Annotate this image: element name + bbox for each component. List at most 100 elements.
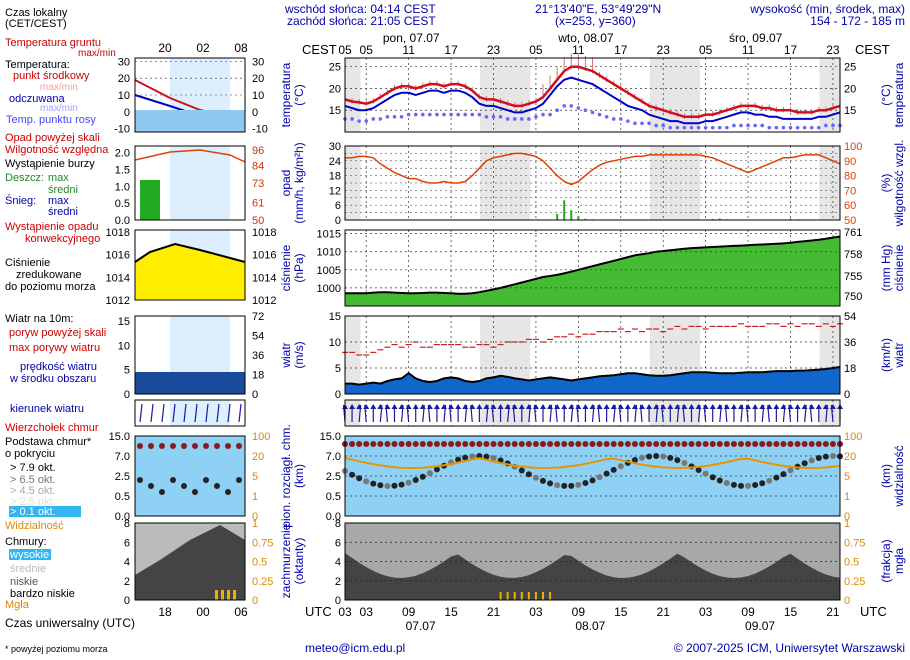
wind-arrowhead: [815, 404, 822, 409]
legend-felt: odczuwana: [9, 93, 66, 105]
y-tick-fog: 0: [844, 595, 850, 607]
legend-dir-arrow: [150, 403, 154, 423]
top-hour-tick: 05: [360, 43, 374, 57]
cloud-top-dot: [639, 441, 645, 447]
bottom-hour-tick: 21: [487, 605, 501, 619]
wind-arrowhead: [766, 404, 773, 409]
cloud-top-dot: [787, 441, 794, 447]
legend-cloud-base-dot: [170, 477, 176, 483]
legend-cloud-base-dot: [236, 477, 242, 483]
height-values: 154 - 172 - 185 m: [810, 14, 905, 28]
dewpoint-point: [795, 125, 800, 130]
legend-mid-point: punkt środkowy: [13, 70, 90, 82]
cloud-top-dot: [582, 441, 589, 447]
precip-axis-unit: (mm/h, kg/m²h): [292, 142, 306, 223]
cloud-base-dot: [540, 477, 546, 484]
cloud-base-dot: [349, 471, 356, 478]
wind-arrowhead: [518, 404, 525, 409]
dewpoint-point: [498, 114, 503, 119]
legend-border-wind: [134, 315, 246, 395]
bottom-day-label: 07.07: [406, 619, 436, 633]
legend-wind-speed: prędkość wiatru: [20, 361, 97, 373]
wind-arrowhead: [639, 404, 645, 409]
wind-arrowhead: [525, 404, 532, 409]
y-tick-humidity: 100: [844, 141, 862, 153]
top-hour-tick: 17: [784, 43, 798, 57]
legend-cover-tick: 8: [124, 518, 130, 530]
dewpoint-point: [767, 125, 772, 130]
y-tick-press: 1015: [317, 229, 341, 241]
hum-axis-unit: (%): [879, 174, 893, 193]
cloud-base-dot: [610, 466, 617, 473]
night-band-temp-1: [480, 58, 531, 132]
legend-cl-mid: średnie: [10, 563, 46, 575]
wind-arrowhead: [745, 404, 752, 409]
legend-cloud-top-dot: [170, 443, 176, 449]
cloud-top-dot: [575, 441, 582, 447]
cloud-top-dot: [419, 441, 426, 447]
legend-dir-arrow: [139, 403, 143, 423]
footer-email[interactable]: meteo@icm.edu.pl: [305, 641, 405, 655]
precip-bar: [584, 218, 587, 220]
y-tick-vis: 5: [844, 471, 850, 483]
wind-arrowhead: [532, 404, 539, 409]
wind-arrowhead: [497, 404, 504, 409]
legend-cloud-tick: 7.0: [115, 451, 130, 463]
cloud-top-dot: [730, 441, 737, 447]
legend-fog-tick: 0.5: [252, 557, 267, 569]
bottom-hour-tick: 03: [338, 605, 352, 619]
dewpoint-point: [378, 117, 383, 121]
cloud-base-dot: [631, 456, 638, 463]
legend-clouds: Chmury:: [5, 536, 47, 548]
legend-rain: Deszcz:: [5, 172, 44, 184]
cloud-top-dot: [426, 441, 433, 447]
precip-bar: [789, 218, 792, 220]
dewpoint-point: [534, 114, 538, 119]
legend-cloud-top-dot: [159, 443, 165, 449]
top-hour-tick: 05: [338, 43, 352, 57]
fog-bar: [513, 592, 516, 600]
cover-axis-unit: (oktanty): [292, 538, 306, 585]
cloud-base-dot: [815, 455, 822, 462]
dewpoint-point: [611, 117, 616, 121]
dewpoint-point: [470, 112, 475, 117]
legend-hum-line: [134, 149, 246, 163]
legend-wind-kmh-tick: 18: [252, 370, 264, 382]
legend-precip-tick: 2.0: [115, 148, 130, 160]
legend-local-time-sub: (CET/CEST): [5, 18, 67, 30]
wind-arrowhead: [681, 404, 688, 409]
y-tick-temp-right: 20: [844, 83, 856, 95]
cloud-base-dot: [723, 480, 730, 487]
cover-axis-label: zachmurzenie: [279, 523, 293, 598]
cloud-top-dot: [589, 441, 596, 447]
legend-fog-bar: [233, 590, 236, 600]
legend-cover-tick: 0: [124, 595, 130, 607]
cloud-base-dot: [405, 479, 412, 486]
panel-border-precip: [344, 145, 841, 221]
legend-vis-tick: 100: [252, 431, 270, 443]
legend-cloud-top-dot: [137, 443, 143, 449]
legend-press-tick: 1016: [106, 250, 130, 262]
wind-arrowhead: [794, 404, 801, 409]
legend-temp-tick-right: -10: [252, 124, 268, 136]
legend-precip-above: Opad powyżej skali: [5, 132, 100, 144]
dewpoint-point: [456, 112, 460, 117]
legend-dir-arrow: [205, 403, 209, 423]
panel-border-cloud: [344, 435, 841, 517]
wind-arrowhead: [561, 404, 568, 409]
dewpoint-point: [392, 114, 397, 119]
legend-rain-avg: średni: [48, 184, 78, 196]
y-tick-vis: 20: [844, 451, 856, 463]
cloud-top-dot: [596, 441, 603, 447]
wind-arrowhead: [808, 404, 815, 409]
cloud-top-dot: [681, 441, 688, 447]
cloud-base-dot: [596, 474, 603, 481]
wind-arrowhead: [356, 404, 363, 409]
legend-wind-kmh-tick: 72: [252, 311, 264, 323]
wind-arrowhead: [455, 404, 462, 409]
legend-dir-arrow: [216, 403, 220, 423]
cloud-top-dot: [695, 441, 702, 447]
legend-fog-bar: [221, 590, 224, 600]
y-tick-temp-right: 25: [844, 62, 856, 74]
night-band-dir-3: [819, 400, 840, 426]
